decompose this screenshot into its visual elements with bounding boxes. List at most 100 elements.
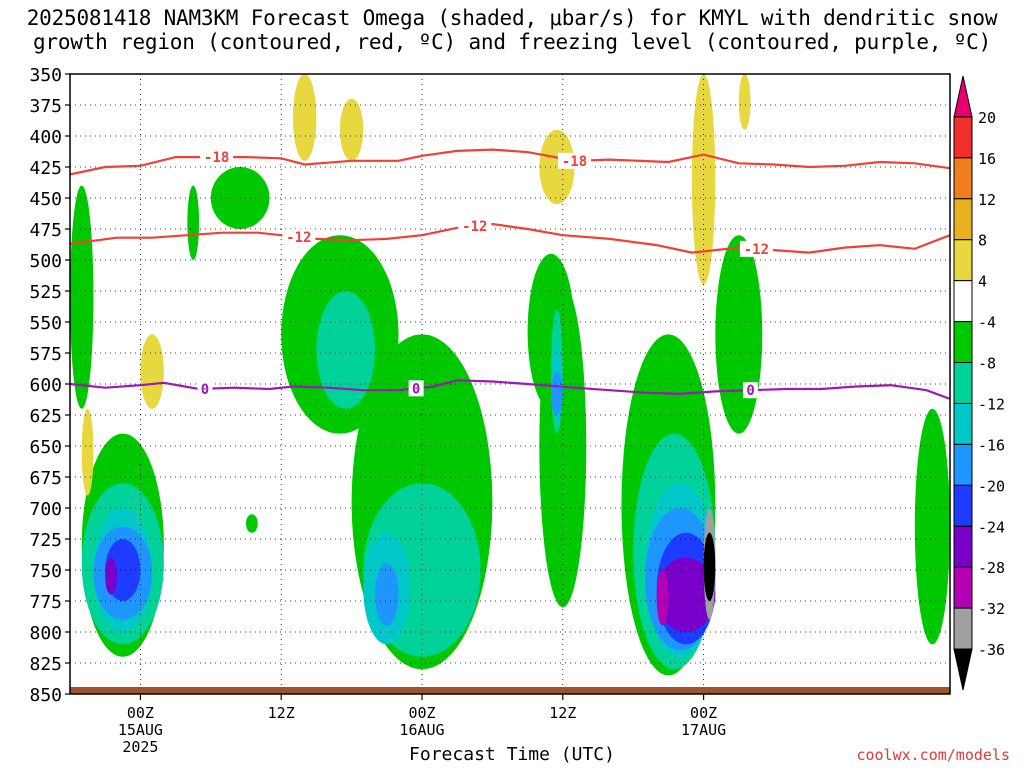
y-tick-label: 700 [29, 499, 62, 520]
colorbar-band [953, 321, 973, 364]
colorbar-label: -24 [978, 518, 1005, 536]
x-tick-label: 17AUG [681, 721, 726, 739]
omega-region-26 [656, 557, 716, 632]
colorbar-band [953, 157, 973, 200]
contour-label: 0 [412, 381, 420, 397]
colorbar-label: -12 [978, 395, 1005, 413]
contour-label-bg [197, 380, 213, 397]
ground-strip [70, 687, 950, 694]
colorbar-label: 16 [978, 150, 996, 168]
y-tick-label: 600 [29, 375, 62, 396]
y-tick-label: 450 [29, 189, 62, 210]
colorbar-label: -36 [978, 641, 1005, 659]
omega-region-36 [539, 129, 575, 205]
colorbar-band [953, 402, 973, 445]
y-tick-label: 550 [29, 313, 62, 334]
y-tick-label: 850 [29, 685, 62, 706]
y-tick-label: 675 [29, 468, 62, 489]
y-tick-label: 825 [29, 654, 62, 675]
colorbar-label: 12 [978, 191, 996, 209]
y-tick-label: 725 [29, 530, 62, 551]
omega-region-35 [81, 408, 94, 496]
colorbar-bottom-arrow [953, 648, 973, 691]
y-tick-label: 575 [29, 344, 62, 365]
colorbar-label: -8 [978, 355, 996, 373]
colorbar-label: 4 [978, 273, 987, 291]
y-tick-label: 650 [29, 437, 62, 458]
contour-label-bg [743, 382, 759, 399]
contour-label-bg [200, 149, 234, 166]
y-tick-label: 475 [29, 220, 62, 241]
omega-region-29 [703, 532, 716, 602]
contour-label: 0 [201, 382, 209, 398]
contour-label-bg [408, 380, 424, 397]
chart-title-line-1: 2025081418 NAM3KM Forecast Omega (shaded… [26, 6, 998, 30]
y-tick-label: 800 [29, 623, 62, 644]
contour-label: -12 [462, 219, 487, 235]
y-tick-label: 500 [29, 251, 62, 272]
contour-label: 0 [746, 383, 754, 399]
contour-label-bg [558, 152, 592, 169]
y-tick-label: 625 [29, 406, 62, 427]
contour-line--12 [70, 222, 950, 254]
x-tick-label: 00Z [690, 704, 717, 722]
colorbar-band [953, 239, 973, 282]
contour-label-bg [458, 217, 492, 234]
x-tick-label: 00Z [127, 704, 154, 722]
omega-region-27 [656, 570, 669, 626]
omega-region-30 [715, 235, 763, 434]
x-tick-label: 12Z [268, 704, 295, 722]
omega-region-31 [914, 408, 950, 645]
chart-title-line-2: growth region (contoured, red, ºC) and f… [32, 30, 992, 54]
colorbar-label: -28 [978, 559, 1005, 577]
x-axis-label: Forecast Time (UTC) [409, 744, 615, 765]
colorbar-band [953, 198, 973, 241]
colorbar-label: -4 [978, 314, 996, 332]
contour-label: -18 [562, 154, 587, 170]
contour-label: -12 [744, 242, 769, 258]
colorbar-label: -20 [978, 477, 1005, 495]
credit-text: coolwx.com/models [856, 746, 1010, 764]
colorbar-band [953, 362, 973, 404]
y-tick-label: 375 [29, 96, 62, 117]
colorbar-band [953, 607, 973, 650]
x-tick-label: 16AUG [399, 721, 444, 739]
omega-region-33 [339, 98, 364, 161]
y-tick-label: 775 [29, 592, 62, 613]
omega-region-5 [316, 291, 376, 409]
y-tick-label: 525 [29, 282, 62, 303]
omega-region-17 [539, 284, 587, 608]
omega-shading [70, 74, 950, 676]
colorbar-band [953, 525, 973, 568]
colorbar-label: 8 [978, 232, 987, 250]
contour-label: -12 [286, 230, 311, 246]
contour-label: -18 [204, 150, 229, 166]
x-tick-label: 00Z [408, 704, 435, 722]
omega-region-15 [375, 563, 399, 626]
omega-region-20 [551, 371, 563, 415]
omega-region-3 [246, 514, 258, 533]
colorbar-label: 20 [978, 109, 996, 127]
colorbar-band [953, 116, 973, 159]
x-tick-label: 12Z [549, 704, 576, 722]
omega-region-34 [140, 334, 164, 409]
omega-region-38 [738, 74, 751, 130]
y-tick-label: 425 [29, 158, 62, 179]
colorbar: 20 16 12 8 4 -4 -8 -12 -16 -20 -24 -28 -32 -36 [953, 75, 1005, 691]
omega-region-11 [105, 557, 117, 595]
colorbar-band [953, 484, 973, 527]
colorbar-band [953, 443, 973, 486]
y-tick-label: 400 [29, 127, 62, 148]
colorbar-top-arrow [953, 75, 973, 118]
y-tick-label: 350 [29, 65, 62, 86]
x-tick-label: 2025 [122, 738, 158, 756]
omega-region-2 [187, 185, 200, 260]
colorbar-label: -16 [978, 436, 1005, 454]
omega-region-0 [70, 185, 94, 409]
colorbar-band [953, 566, 973, 609]
temperature-contours: -18 -18 -12 -12 -12 0 0 0 [70, 148, 950, 400]
colorbar-band [953, 280, 973, 323]
colorbar-label: -32 [978, 600, 1005, 618]
